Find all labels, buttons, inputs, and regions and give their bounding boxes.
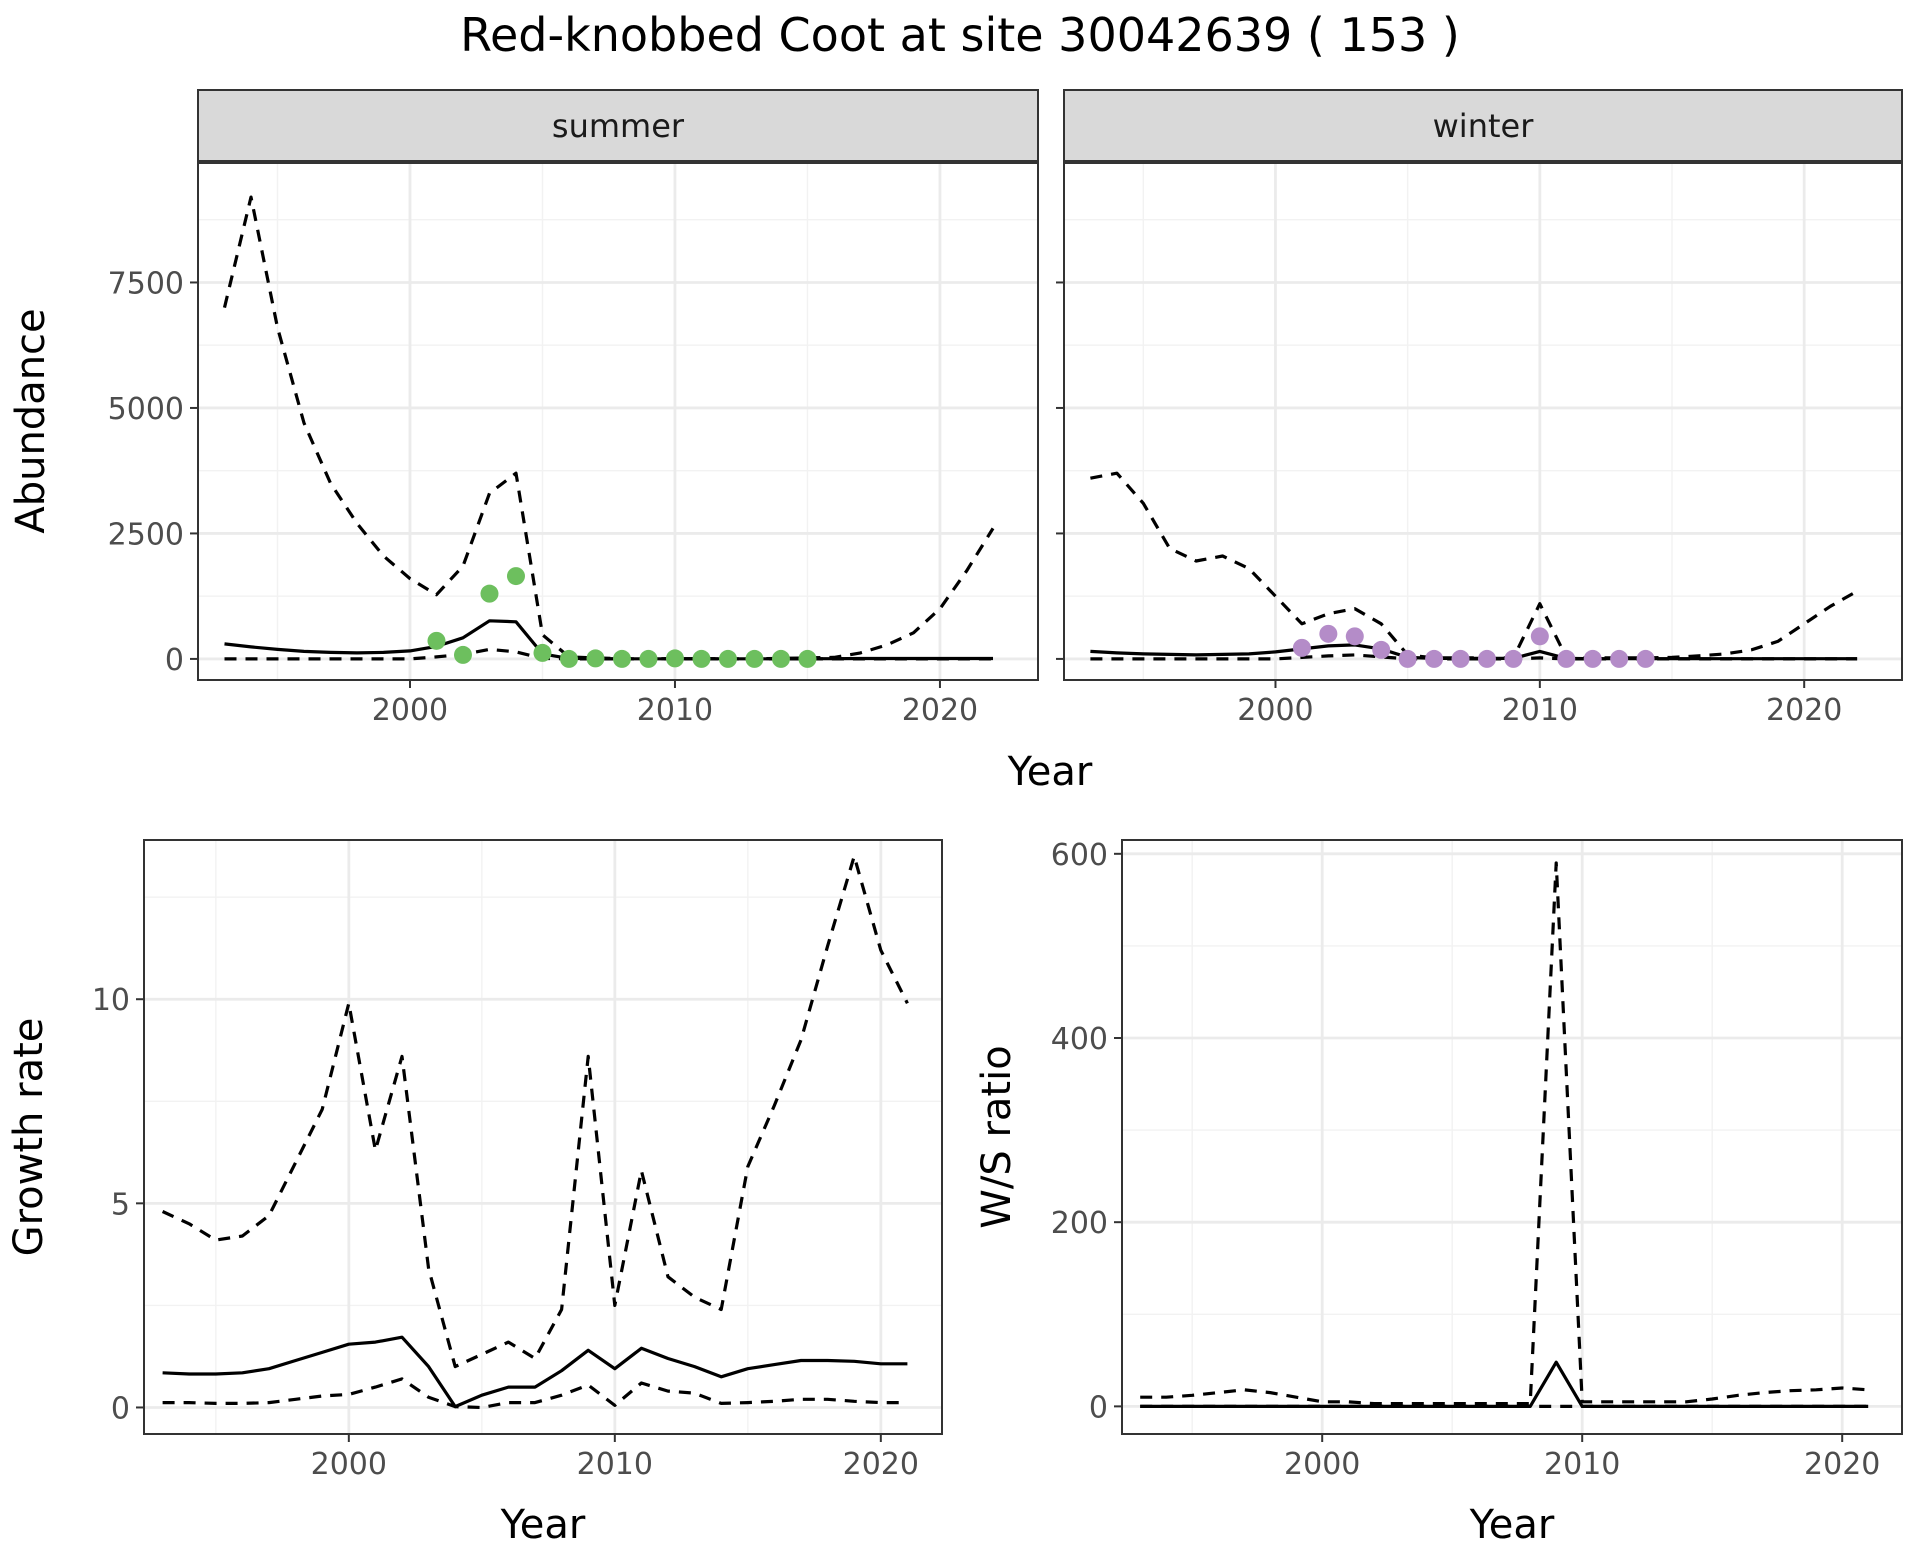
panel-growth-rate: 2000 2010 2020 0 5 10 Year Growth rate bbox=[6, 839, 943, 1548]
observation-point bbox=[771, 649, 790, 668]
x-tick-label: 2020 bbox=[843, 1447, 919, 1482]
y-axis-title: Abundance bbox=[8, 308, 54, 533]
y-tick-label: 10 bbox=[92, 983, 130, 1018]
lower-bound-line bbox=[162, 1377, 908, 1410]
lower-bound-line bbox=[1090, 653, 1858, 661]
figure-title: Red-knobbed Coot at site 30042639 ( 153 … bbox=[460, 8, 1460, 62]
facet-label: winter bbox=[1433, 107, 1535, 145]
observation-point bbox=[1425, 649, 1444, 668]
y-tick-label: 0 bbox=[1089, 1390, 1108, 1425]
panel-summer: summer 2000 2010 2020 0 2500 5000 7500 Year Abund… bbox=[8, 89, 1093, 795]
observation-point bbox=[718, 649, 737, 668]
x-tick-label: 2010 bbox=[637, 693, 713, 728]
panel-border bbox=[1121, 839, 1903, 1435]
x-tick-label: 2010 bbox=[1544, 1447, 1620, 1482]
observation-point bbox=[1477, 649, 1496, 668]
observation-point bbox=[559, 649, 578, 668]
y-tick-label: 400 bbox=[1051, 1022, 1108, 1057]
x-tick-label: 2020 bbox=[1804, 1447, 1880, 1482]
upper-bound-line bbox=[1090, 471, 1858, 660]
observation-point bbox=[798, 649, 817, 668]
panel-border bbox=[1063, 161, 1903, 681]
y-tick-label: 2500 bbox=[108, 517, 184, 552]
estimate-line bbox=[162, 1335, 908, 1409]
y-tick-label: 600 bbox=[1051, 838, 1108, 873]
observation-point bbox=[665, 649, 684, 668]
x-axis-title: Year bbox=[1469, 1502, 1555, 1548]
x-tick-label: 2000 bbox=[311, 1447, 387, 1482]
observation-point bbox=[639, 649, 658, 668]
x-tick-label: 2000 bbox=[372, 693, 448, 728]
y-tick-label: 0 bbox=[165, 643, 184, 678]
estimate-line bbox=[224, 619, 993, 661]
panel-border bbox=[197, 161, 1039, 681]
panel-winter: winter 2000 2010 2020 bbox=[1056, 89, 1903, 728]
x-tick-label: 2010 bbox=[1502, 693, 1578, 728]
y-axis-title: W/S ratio bbox=[974, 1045, 1020, 1228]
observation-point bbox=[1557, 649, 1576, 668]
observation-point bbox=[480, 584, 499, 603]
observation-point bbox=[1398, 649, 1417, 668]
observation-point bbox=[586, 649, 605, 668]
observation-point bbox=[506, 567, 525, 586]
y-tick-label: 7500 bbox=[108, 266, 184, 301]
y-tick-label: 5 bbox=[111, 1187, 130, 1222]
lower-bound-line bbox=[224, 647, 993, 661]
upper-bound-line bbox=[1140, 861, 1869, 1406]
x-tick-label: 2000 bbox=[1237, 693, 1313, 728]
observation-point bbox=[745, 649, 764, 668]
observation-point bbox=[612, 649, 631, 668]
y-tick-label: 200 bbox=[1051, 1206, 1108, 1241]
observation-point bbox=[1636, 649, 1655, 668]
facet-label: summer bbox=[552, 107, 685, 145]
observation-point bbox=[453, 645, 472, 664]
upper-bound-line bbox=[222, 195, 995, 661]
panel-border bbox=[143, 839, 943, 1435]
facet-strip bbox=[197, 89, 1039, 163]
observation-point bbox=[1583, 649, 1602, 668]
y-tick-label: 0 bbox=[111, 1391, 130, 1426]
observation-point bbox=[1504, 649, 1523, 668]
x-axis-title: Year bbox=[1007, 749, 1093, 795]
y-tick-label: 5000 bbox=[108, 392, 184, 427]
observation-point bbox=[1610, 649, 1629, 668]
observation-point bbox=[692, 649, 711, 668]
observation-point bbox=[1292, 638, 1311, 657]
x-axis-title: Year bbox=[500, 1502, 586, 1548]
y-axis-title: Growth rate bbox=[6, 1018, 52, 1257]
panel-ws-ratio: 2000 2010 2020 0 200 400 600 Year W/S ratio bbox=[974, 838, 1903, 1548]
observation-point bbox=[533, 643, 552, 662]
observation-point bbox=[1530, 627, 1549, 646]
observation-point bbox=[1372, 640, 1391, 659]
observation-point bbox=[427, 631, 446, 650]
estimate-line bbox=[1140, 1360, 1869, 1408]
x-tick-label: 2020 bbox=[1766, 693, 1842, 728]
observation-point bbox=[1319, 624, 1338, 643]
observation-point bbox=[1451, 649, 1470, 668]
observation-point bbox=[1345, 627, 1364, 646]
upper-bound-line bbox=[161, 854, 909, 1369]
x-tick-label: 2010 bbox=[577, 1447, 653, 1482]
x-tick-label: 2020 bbox=[902, 693, 978, 728]
x-tick-label: 2000 bbox=[1284, 1447, 1360, 1482]
